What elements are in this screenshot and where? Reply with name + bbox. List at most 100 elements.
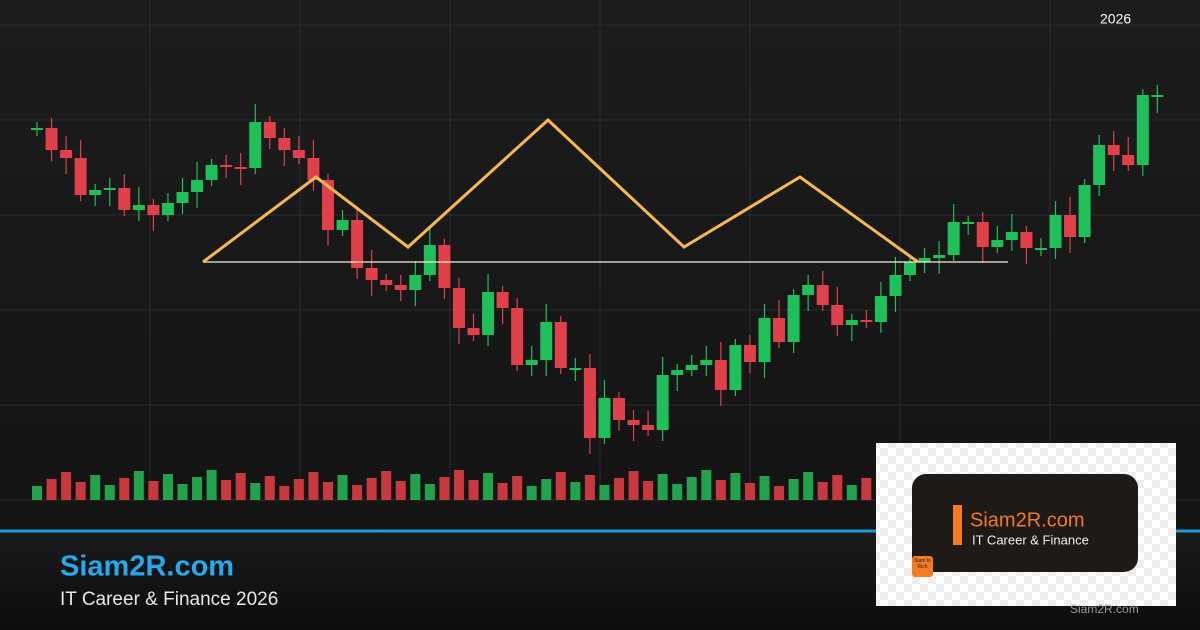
- candle-body: [729, 345, 742, 390]
- candle-body: [991, 240, 1004, 247]
- volume-bar: [104, 485, 115, 500]
- volume-bar: [46, 479, 57, 500]
- candle-body: [482, 292, 495, 335]
- candle-body: [773, 318, 786, 342]
- candle-body: [613, 398, 625, 420]
- volume-bar: [657, 474, 668, 500]
- volume-bar: [424, 484, 435, 500]
- candle-body: [947, 222, 960, 255]
- candle-body: [831, 305, 844, 325]
- candle-body: [322, 180, 334, 230]
- volume-bar: [614, 478, 624, 500]
- candle-body: [467, 328, 480, 335]
- volume-bar: [32, 486, 42, 500]
- logo-tagline: IT Career & Finance: [972, 532, 1089, 547]
- volume-bar: [75, 482, 86, 500]
- candle-body: [161, 203, 174, 215]
- volume-bar: [337, 475, 348, 500]
- volume-bar: [293, 479, 304, 500]
- volume-bar: [133, 471, 144, 500]
- candle-body: [758, 318, 771, 362]
- volume-bar: [61, 472, 72, 500]
- volume-bar: [861, 478, 872, 500]
- candle-body: [351, 220, 364, 268]
- candle-body: [1020, 232, 1033, 248]
- candle-body: [845, 320, 858, 325]
- candle-body: [249, 122, 262, 168]
- volume-bar: [221, 480, 232, 500]
- candle-body: [336, 220, 349, 230]
- candle-body: [642, 425, 655, 430]
- candle-body: [1064, 215, 1077, 237]
- candles: [31, 85, 1164, 454]
- volume-bar: [395, 481, 406, 500]
- footer-brand: Siam2R.com: [60, 551, 234, 583]
- logo-badge: [912, 556, 933, 577]
- volume-bar: [803, 472, 814, 500]
- volume-bar: [453, 470, 464, 500]
- volume-bar: [264, 476, 275, 500]
- candle-body: [511, 308, 524, 365]
- volume-bar: [759, 476, 770, 500]
- volume-bar: [526, 486, 537, 500]
- volume-bar: [788, 479, 799, 500]
- volume-bar: [846, 485, 857, 500]
- volume-bar: [439, 477, 450, 500]
- candle-body: [132, 205, 145, 210]
- candle-body: [118, 188, 131, 210]
- candle-body: [1136, 95, 1149, 165]
- candle-body: [176, 192, 189, 203]
- candle-body: [1049, 215, 1062, 248]
- candle-body: [583, 368, 596, 438]
- volume-bar: [570, 482, 581, 500]
- candle-body: [627, 420, 640, 425]
- candle-body: [103, 188, 116, 190]
- candle-body: [685, 365, 698, 370]
- candle-body: [1122, 155, 1135, 165]
- candle-body: [234, 167, 247, 169]
- candle-body: [671, 370, 684, 375]
- candle-body: [31, 128, 43, 130]
- volume-bar: [90, 475, 101, 500]
- logo-badge-text: Siam to Rich: [914, 558, 931, 570]
- logo-card: [912, 474, 1138, 572]
- volume-bar: [366, 478, 377, 500]
- candle-body: [656, 375, 669, 430]
- candle-body: [569, 368, 582, 370]
- candle-body: [1034, 248, 1047, 250]
- candle-body: [918, 258, 931, 262]
- volume-bar: [715, 480, 726, 500]
- volume-bar: [410, 474, 421, 500]
- candle-body: [860, 320, 873, 322]
- volume-bar: [774, 486, 785, 500]
- volume-bar: [686, 477, 697, 500]
- candle-body: [962, 222, 975, 224]
- pattern-line: [202, 117, 919, 264]
- volume-bar: [381, 471, 392, 500]
- candle-body: [743, 345, 756, 362]
- candle-body: [60, 150, 73, 158]
- candle-body: [1093, 145, 1106, 185]
- badge-box: Siam to Rich: [914, 558, 931, 570]
- candle-body: [904, 262, 916, 275]
- candle-body: [525, 360, 538, 365]
- volume-bar: [512, 476, 523, 500]
- candle-body: [423, 245, 436, 275]
- volume-bar: [599, 485, 610, 500]
- volume-bar: [323, 482, 333, 500]
- candle-body: [263, 122, 276, 138]
- volume-bar: [744, 483, 755, 500]
- volume-bar: [628, 471, 639, 500]
- candle-body: [307, 158, 320, 180]
- watermark: Siam2R.com: [1070, 602, 1139, 616]
- candle-body: [278, 138, 291, 150]
- volume-bar: [832, 475, 843, 500]
- candle-body: [1151, 95, 1164, 97]
- volume-bar: [483, 473, 494, 500]
- candle-body: [220, 165, 233, 167]
- volume-bar: [817, 482, 828, 500]
- candle-body: [409, 275, 422, 290]
- volume-bar: [206, 470, 217, 500]
- candle-body: [89, 190, 102, 195]
- logo-brand: Siam2R.com: [970, 509, 1084, 531]
